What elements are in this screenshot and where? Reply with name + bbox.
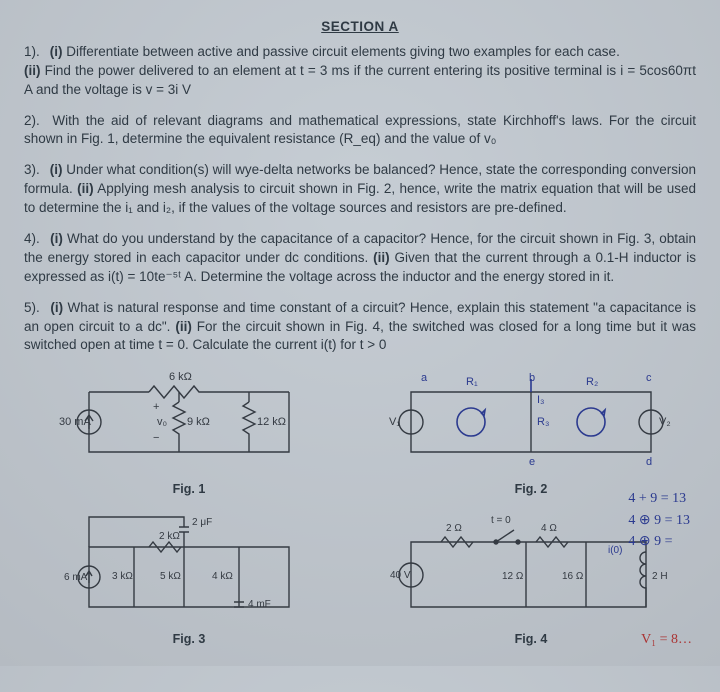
fig3-r3: 5 kΩ <box>160 571 181 582</box>
figures-grid: 30 mA 6 kΩ + v₀ − 9 kΩ 12 kΩ Fig. 1 <box>24 367 696 648</box>
fig1-source-label: 30 mA <box>59 416 91 428</box>
fig2-v2: V₂ <box>659 416 671 428</box>
figure-3: 6 mA 2 μF 2 kΩ 3 kΩ 5 kΩ 4 kΩ 4 mF Fig. … <box>24 507 354 649</box>
q1-part-i-label: (i) <box>50 44 63 59</box>
svg-text:d: d <box>646 456 652 468</box>
fig1-caption: Fig. 1 <box>173 481 206 499</box>
svg-text:b: b <box>529 372 535 384</box>
fig2-caption: Fig. 2 <box>515 481 548 499</box>
q2-number: 2). <box>24 112 46 131</box>
question-1: 1). (i) Differentiate between active and… <box>24 43 696 100</box>
fig4-r4: 16 Ω <box>562 571 584 582</box>
q3-part-i-label: (i) <box>50 162 63 177</box>
question-4: 4). (i) What do you understand by the ca… <box>24 230 696 287</box>
svg-text:c: c <box>646 372 652 384</box>
q1-number: 1). <box>24 43 46 62</box>
question-3: 3). (i) Under what condition(s) will wye… <box>24 161 696 218</box>
fig4-caption: Fig. 4 <box>515 631 548 649</box>
q4-part-i-label: (i) <box>50 231 63 246</box>
fig3-svg: 6 mA 2 μF 2 kΩ 3 kΩ 5 kΩ 4 kΩ 4 mF <box>64 507 314 627</box>
q3-part-ii-text: Applying mesh analysis to circuit shown … <box>24 181 696 215</box>
fig3-c2: 4 mF <box>248 599 271 610</box>
q1-part-ii-label: (ii) <box>24 63 41 78</box>
fig1-vo-label: v₀ <box>157 416 167 428</box>
fig4-r2: 4 Ω <box>541 523 557 534</box>
figure-1: 30 mA 6 kΩ + v₀ − 9 kΩ 12 kΩ Fig. 1 <box>24 367 354 499</box>
handwritten-bottom-note: V₁ = 8… <box>641 629 692 651</box>
q1-part-ii-text: Find the power delivered to an element a… <box>24 63 696 97</box>
fig3-r1: 2 kΩ <box>159 531 180 542</box>
fig3-c1: 2 μF <box>192 517 212 528</box>
fig4-l: 2 H <box>652 571 668 582</box>
q4-part-ii-label: (ii) <box>373 250 390 265</box>
svg-text:+: + <box>153 401 159 413</box>
fig4-r1: 2 Ω <box>446 523 462 534</box>
q3-part-ii-label: (ii) <box>77 181 94 196</box>
fig2-v1: V₁ <box>389 416 400 428</box>
fig3-src: 6 mA <box>64 572 88 583</box>
figure-2: a R₁ b R₂ c I₃ R₃ V₁ V₂ e d Fig. 2 <box>366 367 696 499</box>
fig1-rleft-label: 9 kΩ <box>187 416 210 428</box>
fig4-v: 40 V <box>390 570 411 581</box>
q5-part-ii-label: (ii) <box>175 319 192 334</box>
svg-text:−: − <box>153 432 159 444</box>
fig3-r2: 3 kΩ <box>112 571 133 582</box>
fig2-r1: R₁ <box>466 376 478 388</box>
q4-number: 4). <box>24 230 46 249</box>
fig1-rright-label: 12 kΩ <box>257 416 286 428</box>
fig2-svg: a R₁ b R₂ c I₃ R₃ V₁ V₂ e d <box>381 367 681 477</box>
fig4-r3: 12 Ω <box>502 571 524 582</box>
q2-text: With the aid of relevant diagrams and ma… <box>24 113 696 147</box>
q3-number: 3). <box>24 161 46 180</box>
fig4-switch: t = 0 <box>491 515 511 526</box>
fig2-i3: I₃ <box>537 394 545 406</box>
q5-number: 5). <box>24 299 46 318</box>
fig4-iob: i(0) <box>608 545 622 556</box>
svg-text:a: a <box>421 372 428 384</box>
svg-text:e: e <box>529 456 535 468</box>
fig1-rtop-label: 6 kΩ <box>169 371 192 383</box>
question-2: 2). With the aid of relevant diagrams an… <box>24 112 696 150</box>
section-title: SECTION A <box>24 18 696 37</box>
q1-part-i-text: Differentiate between active and passive… <box>66 44 620 59</box>
handwritten-side-calc: 4 + 9 = 13 4 ⊕ 9 = 13 4 ⊕ 9 = <box>628 488 690 553</box>
fig3-caption: Fig. 3 <box>173 631 206 649</box>
fig1-svg: 30 mA 6 kΩ + v₀ − 9 kΩ 12 kΩ <box>59 367 319 477</box>
fig2-r3: R₃ <box>537 416 549 428</box>
fig2-r2: R₂ <box>586 376 598 388</box>
question-5: 5). (i) What is natural response and tim… <box>24 299 696 356</box>
q5-part-i-label: (i) <box>50 300 63 315</box>
fig3-r4: 4 kΩ <box>212 571 233 582</box>
